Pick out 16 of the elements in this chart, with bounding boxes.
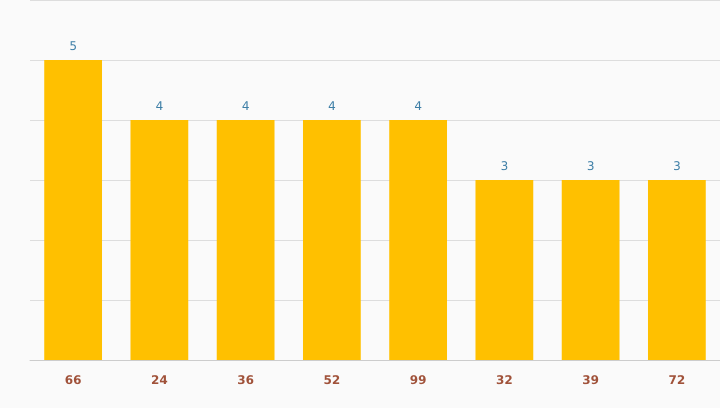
x-tick-label: 99 — [410, 373, 426, 387]
data-label: 4 — [156, 99, 164, 113]
x-tick-label: 24 — [151, 373, 168, 387]
x-tick-label: 66 — [64, 373, 82, 387]
data-label: 4 — [328, 99, 336, 113]
data-label: 3 — [500, 159, 508, 173]
data-label: 5 — [69, 39, 77, 53]
x-tick-label: 36 — [237, 373, 254, 387]
data-label: 3 — [586, 159, 594, 173]
x-tick-label: 39 — [582, 373, 599, 387]
x-tick-label: 72 — [668, 373, 686, 387]
x-tick-label: 52 — [324, 373, 340, 387]
data-label: 4 — [242, 99, 250, 113]
x-tick-label: 32 — [496, 373, 513, 387]
data-label: 3 — [673, 159, 681, 173]
data-label: 4 — [414, 99, 422, 113]
